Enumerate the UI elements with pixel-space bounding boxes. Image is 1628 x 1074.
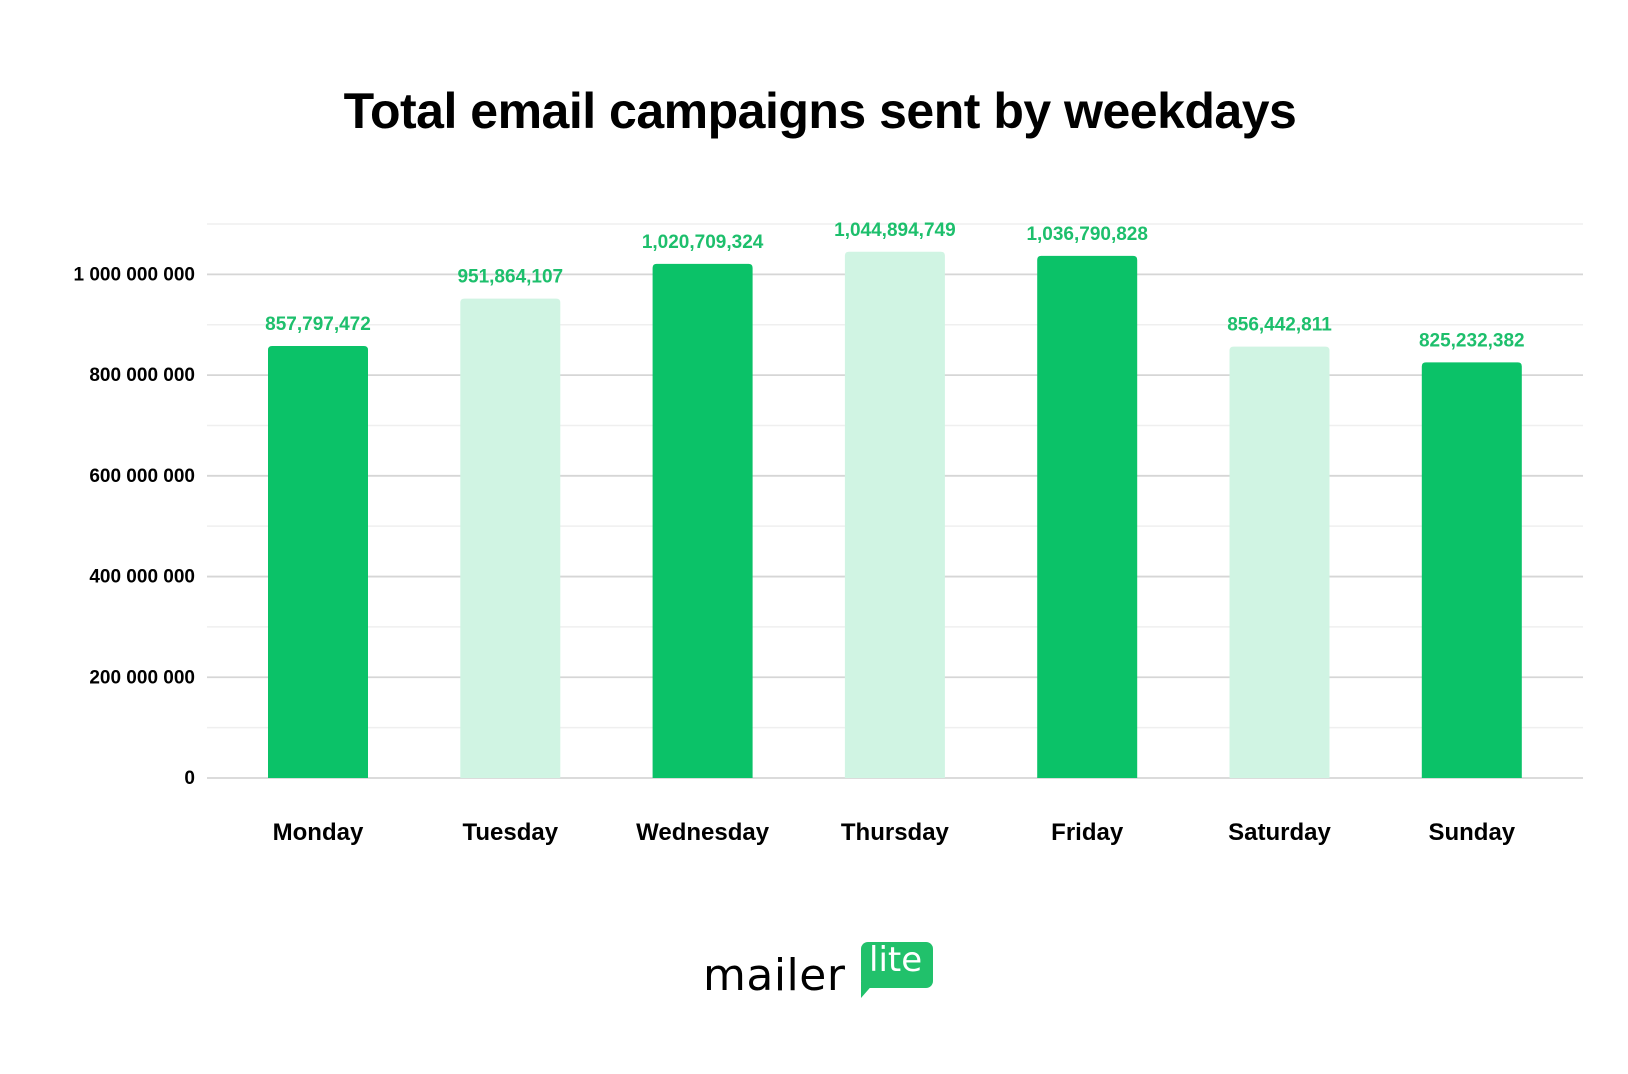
x-tick-label: Sunday [1428, 819, 1515, 846]
y-tick-label: 600 000 000 [89, 466, 195, 487]
bar-thursday [844, 251, 945, 779]
data-label: 1,044,894,749 [834, 220, 956, 241]
chart-title: Total email campaigns sent by weekdays [343, 83, 1297, 139]
data-label: 856,442,811 [1227, 315, 1332, 336]
y-tick-label: 0 [184, 768, 195, 789]
data-label: 1,020,709,324 [642, 232, 764, 253]
bar-chart: 0 200 000 000 400 000 000 600 000 000 800 00… [73, 220, 1583, 846]
mailerlite-logo: mailer lite [703, 938, 943, 1008]
bar-tuesday [460, 298, 561, 778]
x-tick-label: Saturday [1228, 819, 1331, 846]
y-tick-label: 1 000 000 000 [73, 264, 195, 285]
x-tick-label: Tuesday [463, 819, 559, 846]
x-tick-label: Thursday [841, 819, 950, 846]
data-label: 825,232,382 [1419, 330, 1525, 351]
logo-text: mailer [703, 950, 846, 1001]
x-tick-label: Wednesday [636, 819, 770, 846]
x-tick-label: Monday [273, 819, 364, 846]
x-tick-label: Friday [1051, 819, 1124, 846]
data-label: 951,864,107 [457, 267, 563, 288]
bar-saturday [1229, 346, 1330, 778]
bar-sunday [1421, 362, 1522, 778]
logo-badge-text: lite [869, 940, 923, 980]
bar-monday [268, 345, 368, 778]
data-label: 1,036,790,828 [1026, 224, 1148, 245]
y-tick-label: 800 000 000 [89, 365, 195, 386]
bar-friday [1037, 255, 1138, 778]
y-tick-label: 400 000 000 [89, 567, 195, 588]
bar-wednesday [652, 263, 753, 778]
logo-bubble-tail [861, 982, 875, 998]
y-tick-label: 200 000 000 [89, 667, 195, 688]
logo-bubble [861, 942, 933, 988]
data-label: 857,797,472 [265, 314, 371, 335]
